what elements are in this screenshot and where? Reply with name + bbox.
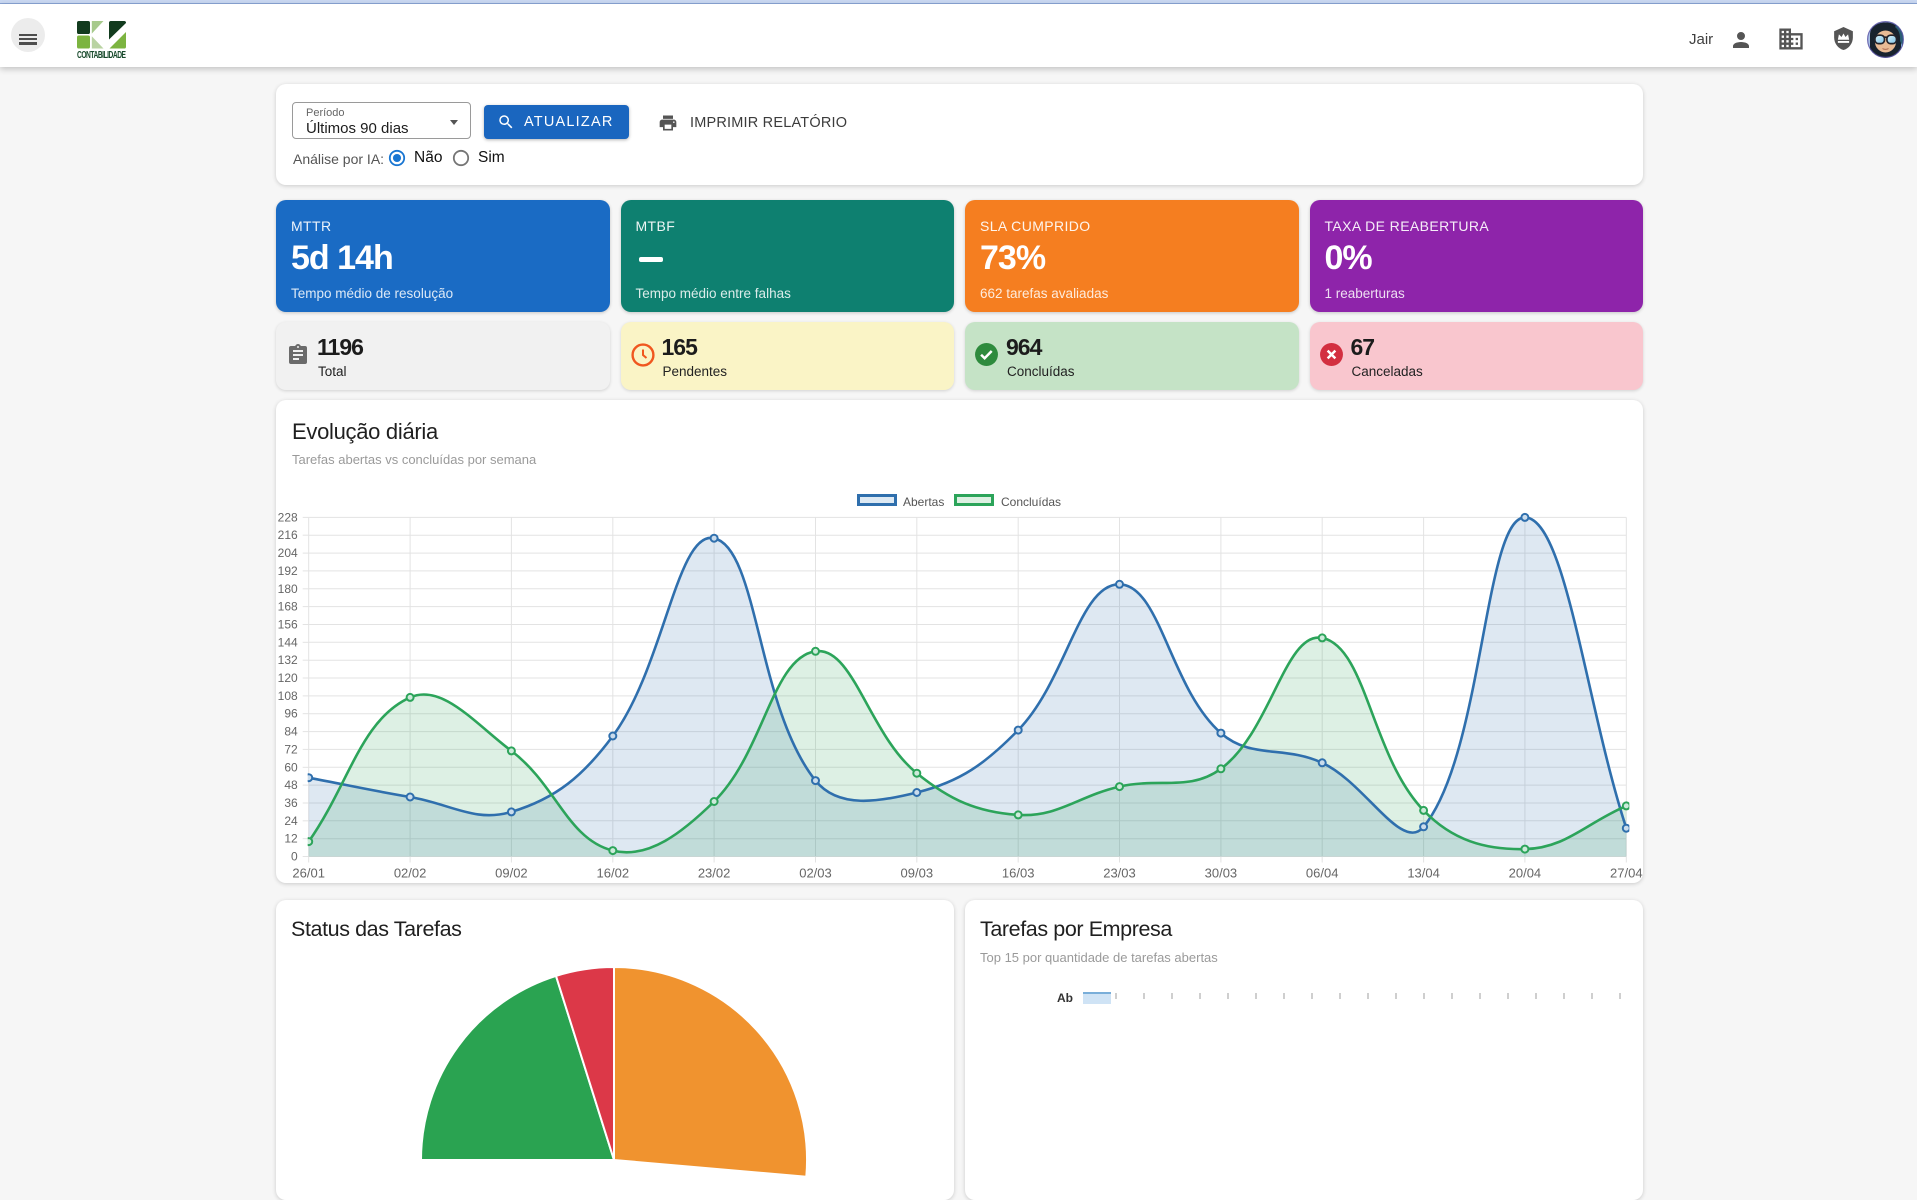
svg-text:02/02: 02/02	[394, 866, 427, 881]
svg-text:48: 48	[284, 778, 298, 792]
svg-text:12: 12	[284, 832, 298, 846]
svg-text:09/03: 09/03	[901, 866, 934, 881]
svg-text:120: 120	[278, 671, 298, 685]
svg-text:16/03: 16/03	[1002, 866, 1035, 881]
svg-text:16/02: 16/02	[597, 866, 630, 881]
svg-text:192: 192	[278, 564, 298, 578]
svg-text:204: 204	[278, 546, 298, 560]
svg-text:20/04: 20/04	[1509, 866, 1542, 881]
svg-text:228: 228	[278, 510, 298, 524]
svg-text:30/03: 30/03	[1205, 866, 1238, 881]
svg-text:24: 24	[284, 814, 298, 828]
svg-text:CONTABILIDADE: CONTABILIDADE	[77, 49, 126, 59]
svg-text:13/04: 13/04	[1407, 866, 1440, 881]
svg-text:108: 108	[278, 689, 298, 703]
svg-text:60: 60	[284, 760, 298, 774]
svg-text:02/03: 02/03	[799, 866, 832, 881]
svg-text:216: 216	[278, 528, 298, 542]
svg-text:06/04: 06/04	[1306, 866, 1339, 881]
svg-text:180: 180	[278, 582, 298, 596]
svg-text:84: 84	[284, 725, 298, 739]
svg-text:168: 168	[278, 600, 298, 614]
svg-text:72: 72	[284, 742, 298, 756]
svg-text:132: 132	[278, 653, 298, 667]
svg-text:36: 36	[284, 796, 298, 810]
svg-text:23/02: 23/02	[698, 866, 731, 881]
svg-text:23/03: 23/03	[1103, 866, 1136, 881]
svg-text:27/04: 27/04	[1610, 866, 1643, 881]
svg-text:09/02: 09/02	[495, 866, 528, 881]
svg-text:26/01: 26/01	[292, 866, 325, 881]
svg-text:144: 144	[278, 635, 298, 649]
svg-text:156: 156	[278, 618, 298, 632]
svg-text:96: 96	[284, 707, 298, 721]
svg-text:0: 0	[291, 850, 298, 864]
